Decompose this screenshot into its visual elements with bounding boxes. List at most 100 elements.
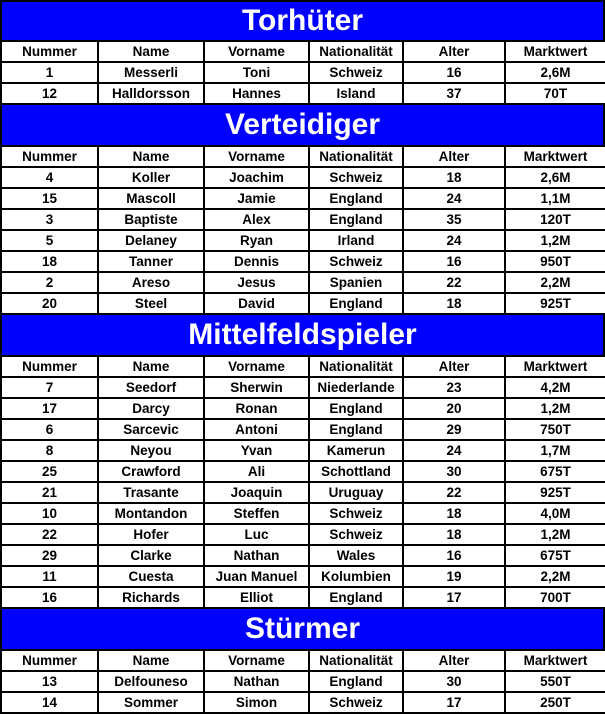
cell-vorname: Luc (203, 523, 310, 546)
cell-nationalitaet: Kamerun (308, 439, 404, 462)
cell-nummer: 29 (0, 544, 99, 567)
column-header-nationalitaet: Nationalität (308, 145, 404, 168)
cell-alter: 29 (402, 418, 506, 441)
cell-marktwert: 750T (504, 418, 605, 441)
section-title: Torhüter (241, 4, 364, 37)
cell-nummer: 21 (0, 481, 99, 504)
cell-vorname: Yvan (203, 439, 310, 462)
cell-nummer: 25 (0, 460, 99, 483)
cell-vorname: Nathan (203, 544, 310, 567)
section-title: Verteidiger (224, 108, 381, 141)
player-row: 4 Koller Joachim Schweiz 18 2,6M (0, 166, 605, 189)
cell-alter: 22 (402, 271, 506, 294)
players-table-torhueter: Nummer Name Vorname Nationalität Alter Marktw… (0, 40, 605, 105)
cell-alter: 17 (402, 691, 506, 714)
player-row: 21 Trasante Joaquin Uruguay 22 925T (0, 481, 605, 504)
cell-alter: 18 (402, 166, 506, 189)
cell-alter: 22 (402, 481, 506, 504)
column-header-marktwert: Marktwert (504, 145, 605, 168)
cell-alter: 18 (402, 523, 506, 546)
column-header-vorname: Vorname (203, 355, 310, 378)
player-row: 1 Messerli Toni Schweiz 16 2,6M (0, 61, 605, 84)
cell-nationalitaet: England (308, 208, 404, 231)
cell-alter: 16 (402, 544, 506, 567)
cell-marktwert: 925T (504, 481, 605, 504)
column-header-vorname: Vorname (203, 40, 310, 63)
cell-name: Messerli (97, 61, 205, 84)
cell-nummer: 20 (0, 292, 99, 315)
column-header-name: Name (97, 355, 205, 378)
cell-nummer: 22 (0, 523, 99, 546)
player-row: 3 Baptiste Alex England 35 120T (0, 208, 605, 231)
cell-marktwert: 1,2M (504, 397, 605, 420)
cell-name: Halldorsson (97, 82, 205, 105)
cell-marktwert: 2,6M (504, 166, 605, 189)
cell-name: Mascoll (97, 187, 205, 210)
cell-vorname: Antoni (203, 418, 310, 441)
cell-marktwert: 2,2M (504, 271, 605, 294)
cell-name: Trasante (97, 481, 205, 504)
cell-vorname: Nathan (203, 670, 310, 693)
player-row: 29 Clarke Nathan Wales 16 675T (0, 544, 605, 567)
player-row: 15 Mascoll Jamie England 24 1,1M (0, 187, 605, 210)
cell-nummer: 8 (0, 439, 99, 462)
section-banner-verteidiger: Verteidiger (0, 105, 605, 145)
player-row: 22 Hofer Luc Schweiz 18 1,2M (0, 523, 605, 546)
player-row: 5 Delaney Ryan Irland 24 1,2M (0, 229, 605, 252)
column-header-name: Name (97, 40, 205, 63)
players-table-stuermer: Nummer Name Vorname Nationalität Alter Marktw… (0, 649, 605, 714)
cell-name: Crawford (97, 460, 205, 483)
cell-vorname: David (203, 292, 310, 315)
player-row: 13 Delfouneso Nathan England 30 550T (0, 670, 605, 693)
column-header-alter: Alter (402, 355, 506, 378)
player-row: 20 Steel David England 18 925T (0, 292, 605, 315)
cell-name: Richards (97, 586, 205, 609)
cell-alter: 24 (402, 439, 506, 462)
cell-vorname: Simon (203, 691, 310, 714)
cell-name: Hofer (97, 523, 205, 546)
cell-name: Delaney (97, 229, 205, 252)
cell-marktwert: 4,0M (504, 502, 605, 525)
player-row: 25 Crawford Ali Schottland 30 675T (0, 460, 605, 483)
cell-vorname: Jesus (203, 271, 310, 294)
cell-name: Neyou (97, 439, 205, 462)
players-table-mittelfeldspieler: Nummer Name Vorname Nationalität Alter Marktw… (0, 355, 605, 609)
cell-name: Clarke (97, 544, 205, 567)
header-row: Nummer Name Vorname Nationalität Alter Marktw… (0, 145, 605, 168)
cell-nationalitaet: England (308, 670, 404, 693)
player-row: 11 Cuesta Juan Manuel Kolumbien 19 2,2M (0, 565, 605, 588)
cell-nummer: 12 (0, 82, 99, 105)
cell-nummer: 3 (0, 208, 99, 231)
cell-nationalitaet: Niederlande (308, 376, 404, 399)
cell-vorname: Elliot (203, 586, 310, 609)
cell-marktwert: 2,2M (504, 565, 605, 588)
cell-nummer: 11 (0, 565, 99, 588)
cell-alter: 18 (402, 292, 506, 315)
cell-nummer: 13 (0, 670, 99, 693)
cell-vorname: Joaquin (203, 481, 310, 504)
cell-name: Koller (97, 166, 205, 189)
cell-marktwert: 70T (504, 82, 605, 105)
column-header-alter: Alter (402, 40, 506, 63)
column-header-name: Name (97, 145, 205, 168)
cell-nummer: 16 (0, 586, 99, 609)
section-title: Mittelfeldspieler (188, 318, 417, 351)
player-row: 2 Areso Jesus Spanien 22 2,2M (0, 271, 605, 294)
player-row: 14 Sommer Simon Schweiz 17 250T (0, 691, 605, 714)
column-header-marktwert: Marktwert (504, 40, 605, 63)
section-banner-stuermer: Stürmer (0, 609, 605, 649)
player-row: 12 Halldorsson Hannes Island 37 70T (0, 82, 605, 105)
cell-nummer: 15 (0, 187, 99, 210)
cell-marktwert: 1,1M (504, 187, 605, 210)
header-row: Nummer Name Vorname Nationalität Alter Marktw… (0, 355, 605, 378)
cell-nummer: 14 (0, 691, 99, 714)
cell-name: Montandon (97, 502, 205, 525)
section-banner-torhueter: Torhüter (0, 0, 605, 40)
cell-marktwert: 1,2M (504, 229, 605, 252)
player-row: 8 Neyou Yvan Kamerun 24 1,7M (0, 439, 605, 462)
cell-alter: 30 (402, 670, 506, 693)
cell-nationalitaet: Wales (308, 544, 404, 567)
cell-name: Tanner (97, 250, 205, 273)
cell-vorname: Toni (203, 61, 310, 84)
